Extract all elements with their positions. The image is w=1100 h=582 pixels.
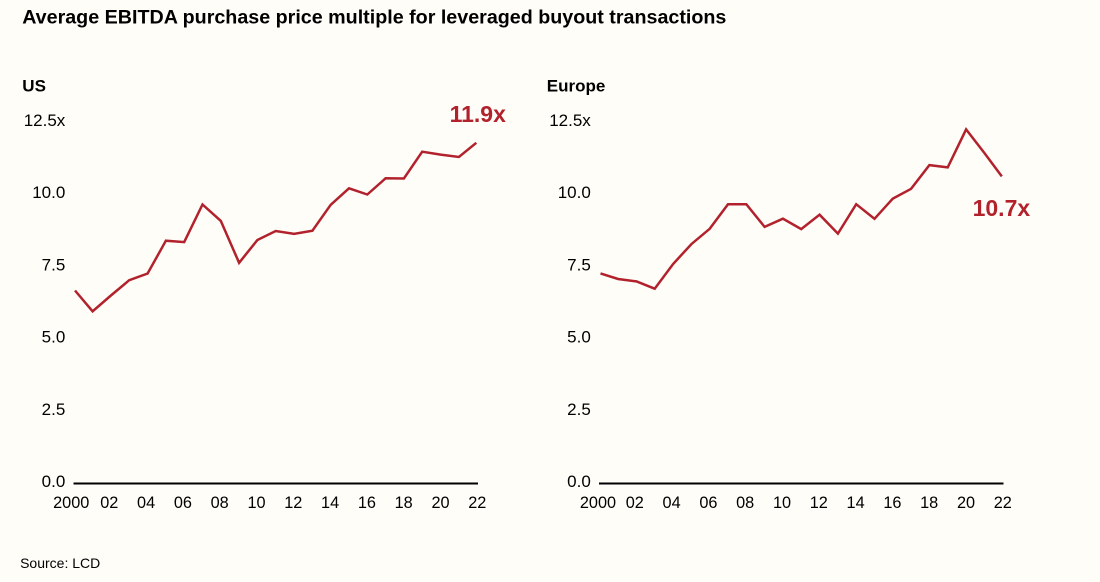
svg-text:7.5: 7.5 [567,255,591,274]
svg-text:2.5: 2.5 [567,400,591,419]
svg-text:11.9x: 11.9x [450,101,506,127]
svg-text:7.5: 7.5 [42,255,66,274]
svg-text:2.5: 2.5 [42,400,66,419]
svg-text:08: 08 [211,494,229,512]
svg-text:2000: 2000 [580,494,616,512]
svg-text:02: 02 [626,494,644,512]
svg-text:04: 04 [663,494,681,512]
svg-text:12.5x: 12.5x [24,111,66,130]
svg-text:0.0: 0.0 [567,472,591,491]
svg-text:20: 20 [431,494,449,512]
svg-text:Average EBITDA purchase price: Average EBITDA purchase price multiple f… [22,6,726,28]
svg-text:16: 16 [358,494,376,512]
svg-text:22: 22 [994,494,1012,512]
svg-text:12.5x: 12.5x [549,111,591,130]
svg-text:10: 10 [247,494,265,512]
svg-text:02: 02 [100,494,118,512]
svg-text:10.7x: 10.7x [973,195,1031,221]
svg-text:06: 06 [174,494,192,512]
svg-text:18: 18 [395,494,413,512]
svg-text:14: 14 [847,494,865,512]
svg-text:22: 22 [468,494,486,512]
svg-text:04: 04 [137,494,155,512]
svg-text:5.0: 5.0 [567,328,591,347]
svg-text:20: 20 [957,494,975,512]
svg-text:14: 14 [321,494,339,512]
svg-text:10.0: 10.0 [32,183,65,202]
svg-text:Europe: Europe [547,77,606,96]
svg-text:US: US [22,77,46,96]
svg-text:10.0: 10.0 [558,183,591,202]
svg-text:18: 18 [920,494,938,512]
svg-text:16: 16 [883,494,901,512]
svg-text:Source: LCD: Source: LCD [20,555,100,571]
svg-text:5.0: 5.0 [42,328,66,347]
svg-text:06: 06 [699,494,717,512]
svg-text:12: 12 [284,494,302,512]
svg-text:08: 08 [736,494,754,512]
svg-text:10: 10 [773,494,791,512]
svg-text:0.0: 0.0 [42,472,66,491]
svg-text:12: 12 [810,494,828,512]
svg-text:2000: 2000 [53,494,89,512]
